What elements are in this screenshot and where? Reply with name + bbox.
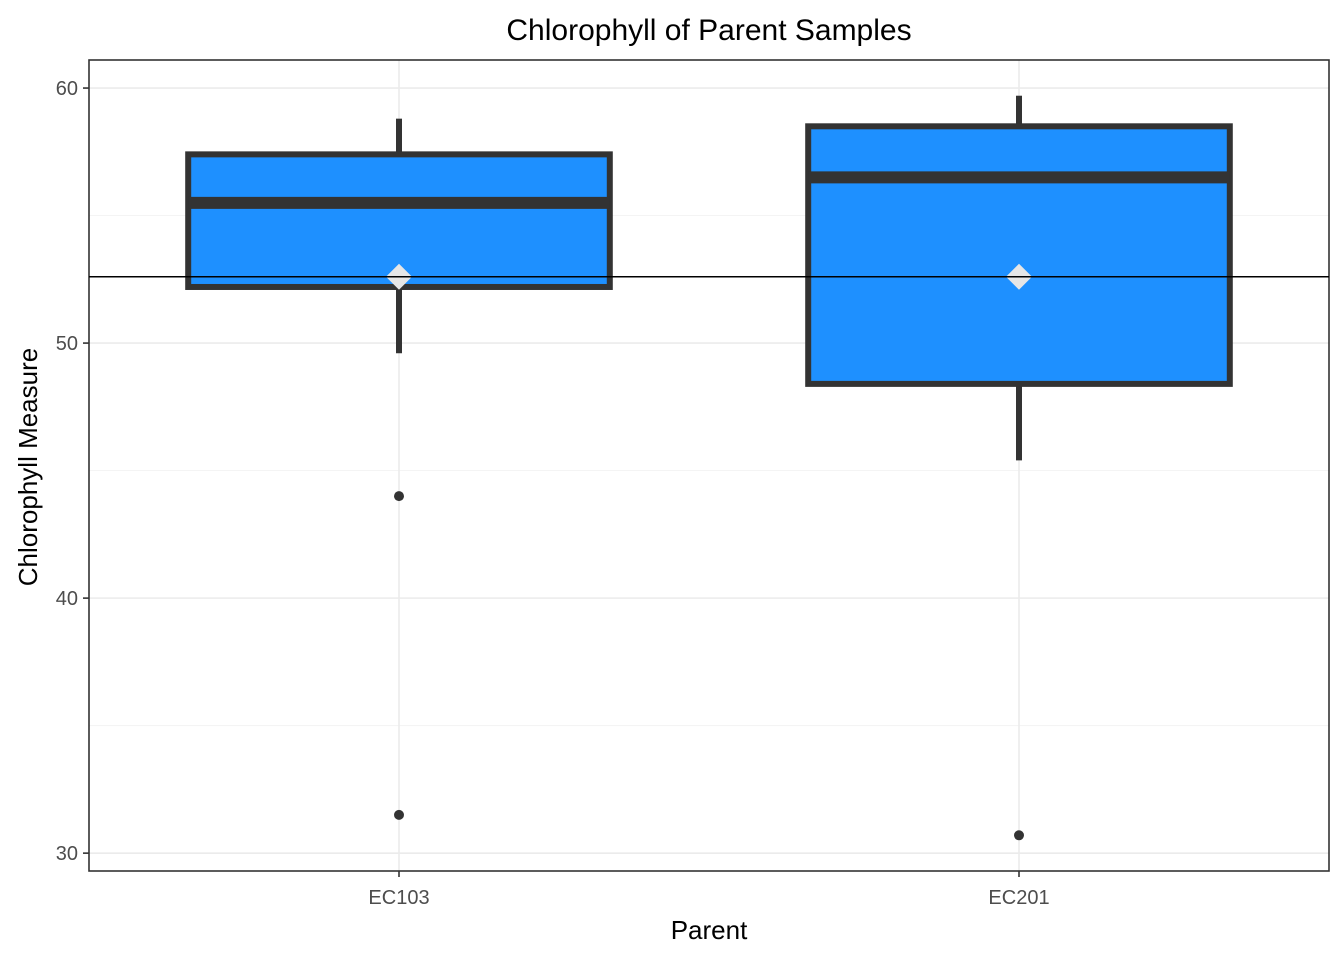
box-group-ec201 [805,95,1233,841]
x-axis-title: Parent [671,915,748,945]
outlier-point [394,809,404,820]
y-tick-label: 30 [56,843,78,865]
y-axis-title: Chlorophyll Measure [13,348,43,586]
chart-title: Chlorophyll of Parent Samples [506,14,911,47]
boxes-layer [185,95,1233,841]
iqr-box [805,123,1233,387]
x-tick-label: EC201 [988,887,1049,909]
outlier-point [1014,830,1024,841]
box-group-ec103 [185,118,613,820]
outlier-point [394,491,404,502]
y-tick-label: 50 [56,333,78,355]
y-tick-label: 40 [56,588,78,610]
plot-panel-border [88,59,1330,872]
y-axis-ticks: 30 40 50 60 [56,78,89,865]
y-tick-label: 60 [56,78,78,100]
x-tick-label: EC103 [368,887,429,909]
x-axis-ticks: EC103 EC201 [368,871,1050,909]
